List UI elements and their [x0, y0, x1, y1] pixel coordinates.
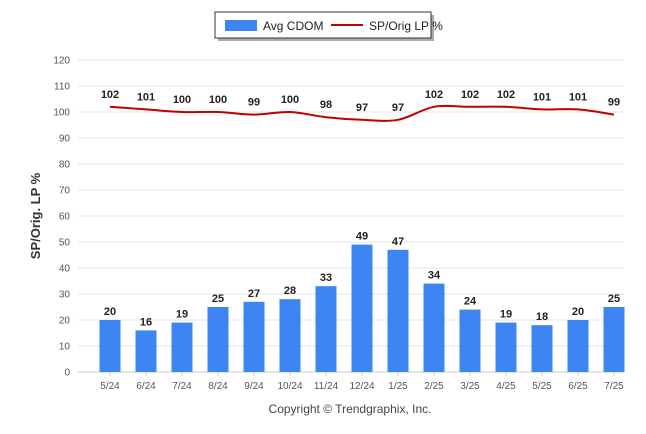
line-value-label: 101	[137, 91, 155, 103]
x-tick-label: 7/24	[172, 381, 192, 392]
bar	[207, 307, 229, 372]
y-tick-label: 120	[53, 56, 70, 67]
bar	[243, 301, 265, 372]
bar-value-label: 27	[248, 288, 260, 300]
bar	[171, 322, 193, 372]
x-tick-label: 12/24	[349, 381, 374, 392]
bar	[387, 249, 409, 372]
line-value-label: 99	[608, 97, 620, 109]
x-tick-label: 3/25	[460, 381, 480, 392]
line-value-label: 98	[320, 99, 332, 111]
y-tick-label: 0	[64, 368, 70, 379]
y-tick-label: 100	[53, 108, 70, 119]
y-tick-label: 110	[54, 82, 70, 93]
x-tick-label: 9/24	[244, 381, 264, 392]
y-tick-label: 80	[59, 160, 71, 171]
line-value-label: 97	[356, 102, 368, 114]
line-value-label: 102	[497, 89, 515, 101]
bar	[315, 286, 337, 372]
x-tick-label: 7/25	[604, 381, 624, 392]
x-axis-ticks: 5/24 6/24 7/24 8/24 9/24 10/24 11/24 12/24 1/25 2…	[100, 372, 624, 392]
bar-value-label: 16	[140, 316, 152, 328]
bar-value-label: 18	[536, 311, 548, 323]
bar	[603, 307, 625, 372]
line-value-label: 101	[533, 91, 551, 103]
copyright-credit: Copyright © Trendgraphix, Inc.	[269, 402, 432, 416]
line-value-label: 101	[569, 91, 587, 103]
bar	[531, 325, 553, 372]
bar-value-label: 47	[392, 236, 404, 248]
y-tick-label: 90	[59, 134, 71, 145]
bar	[423, 283, 445, 372]
legend-label-line: SP/Orig LP %	[369, 19, 443, 33]
y-tick-label: 40	[59, 264, 71, 275]
bar	[567, 320, 589, 372]
bar-value-label: 25	[212, 293, 224, 305]
x-tick-label: 5/25	[532, 381, 552, 392]
bar	[495, 322, 517, 372]
legend: Avg CDOM SP/Orig LP %	[214, 11, 443, 41]
bar-value-label: 33	[320, 272, 332, 284]
bar	[351, 244, 373, 372]
line-value-label: 102	[425, 89, 443, 101]
bar	[279, 299, 301, 372]
line-value-label: 102	[461, 89, 479, 101]
bar-value-label: 34	[428, 270, 441, 282]
line-path	[109, 104, 615, 122]
line-value-label: 99	[248, 97, 260, 109]
line-value-label: 100	[281, 94, 299, 106]
y-tick-label: 50	[59, 238, 71, 249]
y-axis-ticks: 0 10 20 30 40 50 60 70 80 90 100 110 120	[53, 56, 70, 379]
line-series: 102 101 100 100 99 100 98 97 97 102 102 102 101 101 99	[101, 89, 620, 122]
x-tick-label: 6/25	[568, 381, 588, 392]
gridlines	[78, 59, 624, 347]
x-tick-label: 4/25	[496, 381, 516, 392]
y-tick-label: 10	[59, 342, 71, 353]
bar-value-label: 19	[176, 309, 188, 321]
x-tick-label: 5/24	[100, 381, 120, 392]
y-tick-label: 20	[59, 316, 71, 327]
bar-value-label: 25	[608, 293, 620, 305]
bar-value-label: 19	[500, 309, 512, 321]
bar	[99, 320, 121, 372]
bar-value-label: 20	[104, 306, 116, 318]
bar-value-label: 49	[356, 231, 368, 243]
x-tick-label: 10/24	[277, 381, 302, 392]
y-axis-label: SP/Orig. LP %	[28, 172, 43, 259]
bar-value-label: 28	[284, 285, 296, 297]
line-value-label: 97	[392, 102, 404, 114]
bar-series: 20 16 19 25 27 28 33 49 47 34 24 19 18 20 25	[99, 231, 625, 372]
legend-swatch-bar	[225, 20, 257, 31]
bar	[135, 330, 157, 372]
y-tick-label: 30	[59, 290, 71, 301]
x-tick-label: 2/25	[424, 381, 444, 392]
bar-value-label: 20	[572, 306, 584, 318]
legend-label-bar: Avg CDOM	[263, 19, 323, 33]
x-tick-label: 8/24	[208, 381, 228, 392]
line-value-label: 100	[209, 94, 227, 106]
y-tick-label: 70	[59, 186, 71, 197]
bar-value-label: 24	[464, 296, 477, 308]
y-tick-label: 60	[59, 212, 71, 223]
x-tick-label: 11/24	[314, 381, 339, 392]
line-value-label: 100	[173, 94, 191, 106]
x-tick-label: 1/25	[388, 381, 408, 392]
line-value-label: 102	[101, 89, 119, 101]
x-tick-label: 6/24	[136, 381, 156, 392]
bar	[459, 309, 481, 372]
